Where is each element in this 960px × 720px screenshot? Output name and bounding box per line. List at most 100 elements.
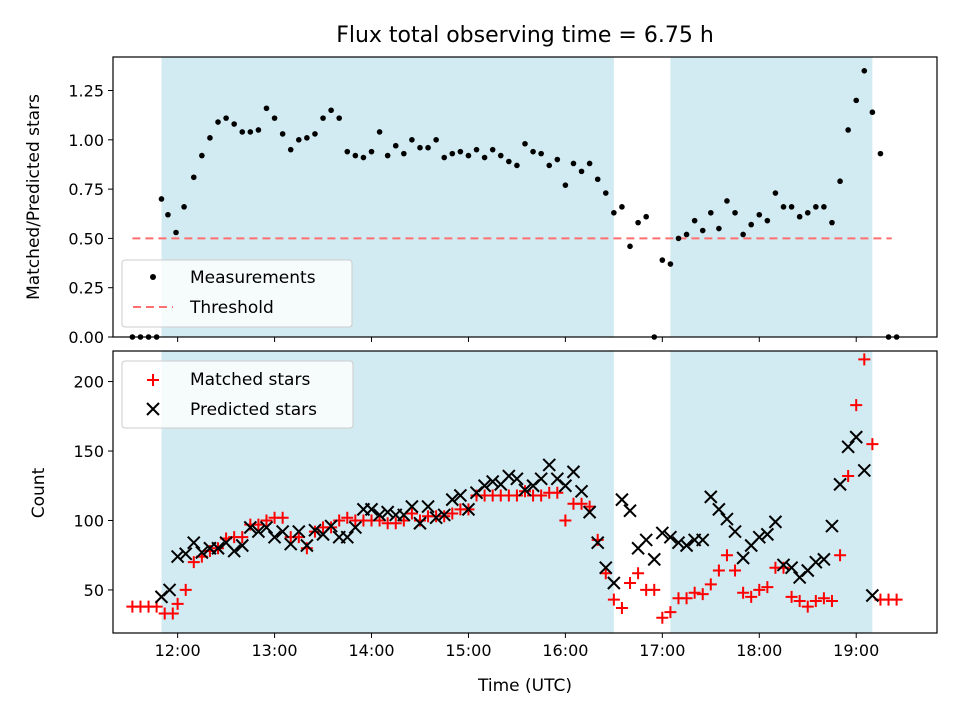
measurement-point bbox=[837, 178, 843, 185]
matched-star-point bbox=[535, 489, 548, 502]
measurement-point bbox=[877, 150, 884, 157]
measurement-point bbox=[780, 204, 787, 210]
predicted-star-point bbox=[235, 538, 249, 553]
measurement-point bbox=[207, 135, 213, 141]
x-tick-label: 17:00 bbox=[639, 641, 685, 660]
predicted-star-point bbox=[768, 515, 783, 529]
matched-star-point bbox=[737, 586, 750, 599]
measurement-point bbox=[659, 257, 666, 263]
legend-label-predicted: Predicted stars bbox=[190, 400, 317, 420]
predicted-star-point bbox=[300, 538, 314, 553]
measurement-point bbox=[376, 129, 383, 135]
matched-star-point bbox=[842, 470, 855, 483]
y-tick-label: 1.00 bbox=[68, 131, 104, 150]
measurement-point bbox=[497, 152, 504, 159]
y-tick-label: 0.25 bbox=[68, 279, 104, 298]
predicted-star-point bbox=[348, 520, 363, 535]
matched-star-point bbox=[615, 601, 628, 614]
measurement-point bbox=[223, 115, 229, 121]
matched-star-point bbox=[405, 507, 418, 520]
measurement-point bbox=[441, 154, 448, 161]
matched-star-point bbox=[389, 517, 402, 530]
predicted-stars-points bbox=[154, 430, 880, 604]
top-legend: Measurements Threshold bbox=[121, 259, 353, 328]
matched-star-point bbox=[688, 586, 701, 599]
measurement-point bbox=[465, 152, 472, 159]
shaded-interval-2 bbox=[670, 57, 873, 337]
matched-star-point bbox=[648, 583, 661, 596]
predicted-star-point bbox=[292, 524, 306, 539]
predicted-star-point bbox=[647, 552, 661, 567]
matched-star-point bbox=[510, 489, 523, 502]
predicted-star-point bbox=[267, 530, 282, 544]
measurement-point bbox=[158, 196, 165, 202]
predicted-star-point bbox=[558, 479, 573, 493]
matched-star-point bbox=[551, 486, 564, 499]
predicted-star-point bbox=[518, 483, 532, 497]
matched-star-point bbox=[236, 531, 249, 544]
measurement-point bbox=[489, 146, 496, 153]
measurement-point bbox=[368, 148, 375, 155]
matched-star-point bbox=[187, 556, 200, 569]
measurement-point bbox=[716, 225, 722, 232]
measurement-point bbox=[619, 204, 625, 210]
bottom-legend: Matched stars Predicted stars bbox=[121, 360, 354, 429]
predicted-star-point bbox=[445, 492, 460, 507]
matched-star-point bbox=[373, 514, 386, 527]
matched-star-point bbox=[858, 353, 871, 366]
matched-star-point bbox=[179, 583, 192, 596]
measurement-point bbox=[522, 140, 528, 147]
predicted-star-point bbox=[849, 430, 863, 444]
y-tick-label: 0.00 bbox=[68, 328, 104, 347]
predicted-star-point bbox=[671, 535, 686, 550]
measurement-point bbox=[821, 204, 827, 210]
measurement-point bbox=[813, 204, 819, 210]
measurement-point bbox=[417, 144, 423, 151]
measurement-point bbox=[708, 209, 714, 216]
predicted-star-point bbox=[696, 533, 710, 547]
predicted-star-point bbox=[437, 508, 451, 522]
matched-star-point bbox=[850, 399, 863, 412]
measurement-point bbox=[756, 211, 763, 218]
matched-star-point bbox=[817, 592, 830, 605]
predicted-star-point bbox=[582, 505, 597, 519]
measurement-point bbox=[392, 142, 399, 149]
matched-star-point bbox=[341, 511, 354, 524]
matched-star-point bbox=[809, 595, 822, 608]
top-panel: 0.00 0.25 0.50 0.75 1.00 1.25 Matched/Predict… bbox=[24, 56, 938, 347]
measurement-point bbox=[344, 148, 351, 155]
predicted-star-point bbox=[752, 530, 766, 544]
bottom-y-axis-label: Count bbox=[29, 467, 49, 518]
measurement-point bbox=[845, 127, 851, 133]
bottom-panel: 50 100 150 200 12:00 13:00 14:00 15:00 16:00 17:… bbox=[29, 350, 938, 660]
matched-star-point bbox=[166, 607, 179, 620]
predicted-star-point bbox=[259, 520, 274, 535]
predicted-star-point bbox=[485, 474, 500, 489]
measurement-point bbox=[788, 204, 795, 210]
predicted-star-point bbox=[364, 502, 379, 517]
predicted-star-point bbox=[284, 537, 298, 551]
legend-marker-matched bbox=[147, 374, 159, 386]
matched-star-point bbox=[680, 592, 693, 605]
measurement-point bbox=[748, 221, 754, 228]
matched-star-point bbox=[292, 531, 305, 544]
legend-label-matched: Matched stars bbox=[190, 370, 310, 390]
predicted-star-point bbox=[195, 545, 209, 560]
matched-star-point bbox=[729, 564, 742, 577]
measurement-point bbox=[473, 146, 480, 153]
predicted-star-point bbox=[251, 524, 266, 539]
measurement-point bbox=[328, 107, 334, 114]
measurement-point bbox=[538, 150, 544, 157]
top-y-ticks: 0.00 0.25 0.50 0.75 1.00 1.25 bbox=[68, 82, 113, 347]
measurement-point bbox=[764, 217, 771, 224]
measurement-point bbox=[481, 154, 488, 161]
x-axis-label: Time (UTC) bbox=[477, 676, 572, 696]
y-tick-label: 100 bbox=[73, 511, 104, 530]
y-tick-label: 0.50 bbox=[68, 229, 104, 248]
predicted-star-point bbox=[736, 551, 750, 565]
matched-star-point bbox=[583, 500, 596, 513]
measurement-point bbox=[457, 148, 464, 155]
measurement-point bbox=[594, 176, 601, 183]
measurement-point bbox=[304, 135, 310, 141]
matched-star-point bbox=[696, 588, 709, 601]
